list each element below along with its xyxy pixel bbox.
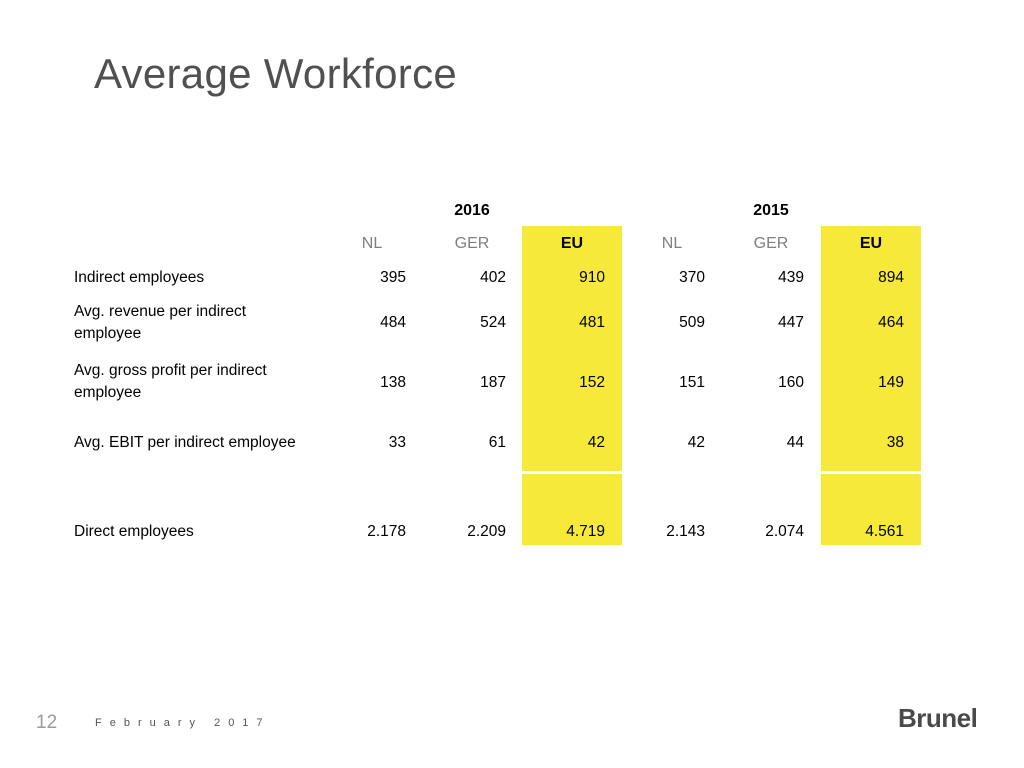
table-cell: 149	[878, 374, 904, 391]
table-cell: 42	[587, 434, 605, 451]
page-number: 12	[36, 712, 58, 733]
table-cell: 4.561	[865, 523, 904, 540]
table-cell: 2.178	[367, 523, 406, 540]
slide-title: Average Workforce	[94, 50, 458, 97]
table-cell: 447	[778, 314, 804, 331]
table-cell: 524	[480, 314, 506, 331]
table-cell: 44	[786, 434, 804, 451]
table-cell: 61	[488, 434, 506, 451]
footer-date: February 2017	[95, 717, 271, 729]
table-cell: 395	[380, 269, 406, 286]
col-header-eu-2016: EU	[560, 235, 584, 252]
table-cell: 370	[679, 269, 705, 286]
col-header-ger-2015: GER	[753, 235, 789, 252]
row-label-indirect-employees: Indirect employees	[74, 269, 205, 286]
row-label-direct-employees: Direct employees	[74, 523, 194, 540]
table-cell: 2.209	[467, 523, 506, 540]
row-label-avg-revenue: Avg. revenue per indirect employee	[74, 303, 247, 342]
row-label-avg-ebit: Avg. EBIT per indirect employee	[74, 434, 296, 451]
eu-2015-highlight-bottom	[821, 474, 921, 545]
eu-2015-highlight-top	[821, 226, 921, 471]
row-label-avg-gross-profit: Avg. gross profit per indirect employee	[74, 362, 267, 401]
table-cell: 484	[380, 314, 406, 331]
table-cell: 187	[480, 374, 506, 391]
eu-2016-highlight-bottom	[522, 474, 622, 545]
brunel-logo: Brunel	[898, 703, 978, 733]
table-cell: 42	[687, 434, 705, 451]
table-cell: 894	[878, 269, 904, 286]
table-cell: 152	[579, 374, 605, 391]
col-header-eu-2015: EU	[859, 235, 883, 252]
eu-2016-highlight-top	[522, 226, 622, 471]
col-header-nl-2015: NL	[661, 235, 683, 252]
table-cell: 2.074	[765, 523, 804, 540]
table-cell: 910	[579, 269, 605, 286]
year-2015-header: 2015	[753, 202, 789, 219]
table-cell: 151	[679, 374, 705, 391]
table-cell: 402	[480, 269, 506, 286]
table-cell: 160	[778, 374, 804, 391]
table-cell: 509	[679, 314, 705, 331]
table-cell: 138	[380, 374, 406, 391]
table-cell: 481	[579, 314, 605, 331]
table-cell: 439	[778, 269, 804, 286]
col-header-ger-2016: GER	[454, 235, 490, 252]
table-cell: 4.719	[566, 523, 605, 540]
year-2016-header: 2016	[454, 202, 490, 219]
table-cell: 38	[886, 434, 904, 451]
table-cell: 464	[878, 314, 904, 331]
table-cell: 2.143	[666, 523, 705, 540]
col-header-nl-2016: NL	[361, 235, 383, 252]
table-cell: 33	[388, 434, 406, 451]
